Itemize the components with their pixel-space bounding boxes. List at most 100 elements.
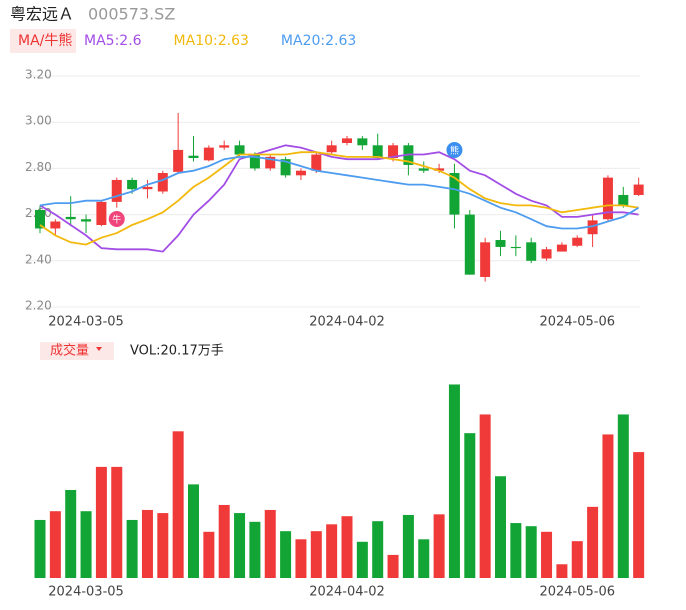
volume-bar: [126, 519, 138, 578]
x-tick-label: 2024-04-02: [309, 585, 385, 600]
volume-bar: [65, 489, 77, 578]
legend-entry: MA10:2.63: [174, 33, 249, 49]
volume-bar: [479, 414, 491, 578]
candle-body: [388, 145, 399, 159]
candle-body: [526, 242, 537, 261]
legend-entry: MA5:2.6: [84, 33, 142, 49]
volume-bar: [49, 511, 61, 578]
candle-body: [556, 244, 567, 252]
stock-name: 粤宏远Ａ: [10, 5, 74, 24]
volume-bar: [295, 539, 307, 578]
ma-line: [39, 144, 639, 253]
volume-bar: [402, 514, 414, 578]
volume-bar: [264, 509, 276, 578]
x-tick-label: 2024-03-05: [48, 315, 124, 330]
candle-body: [111, 179, 122, 202]
candle-body: [449, 173, 460, 215]
candle-body: [157, 173, 168, 192]
ma-line: [39, 151, 639, 246]
x-tick-label: 2024-04-02: [309, 315, 385, 330]
ma-tag-bg: [10, 29, 76, 53]
candle-body: [510, 246, 521, 249]
volume-bar: [495, 476, 506, 578]
volume-bar: [249, 521, 261, 578]
volume-bar: [141, 509, 153, 578]
candle-body: [280, 159, 291, 176]
volume-bar: [617, 414, 629, 578]
candle-body: [372, 145, 383, 159]
y-tick-label: 2.40: [25, 252, 52, 266]
volume-bar: [556, 564, 568, 578]
candle-body: [96, 201, 107, 225]
candle-body: [81, 219, 92, 222]
volume-bar: [203, 531, 215, 578]
volume-bar: [387, 554, 399, 578]
ma-tag[interactable]: MA/牛熊: [18, 33, 72, 49]
volume-bar: [310, 531, 322, 578]
candle-body: [249, 154, 260, 169]
x-tick-label: 2024-05-06: [539, 315, 615, 330]
signal-label: 牛: [112, 214, 121, 226]
vol-tag[interactable]: 成交量: [50, 343, 89, 359]
volume-bar: [326, 524, 338, 578]
volume-bar: [418, 539, 430, 578]
candle-body: [173, 149, 184, 172]
candle-body: [572, 237, 583, 246]
candle-body: [464, 214, 475, 275]
x-tick-label: 2024-05-06: [539, 585, 615, 600]
stock-code: 000573.SZ: [88, 5, 175, 24]
vol-tag-bg: [40, 342, 114, 360]
candle-body: [495, 240, 506, 247]
y-tick-label: 3.20: [25, 68, 52, 82]
volume-bar: [356, 541, 368, 578]
volume-bar: [341, 516, 353, 578]
vol-title: VOL:20.17万手: [130, 344, 224, 359]
volume-bar: [80, 511, 92, 578]
volume-bar: [95, 466, 107, 578]
signal-icon: [108, 211, 125, 227]
signal-icon: [446, 142, 463, 158]
x-tick-label: 2024-03-05: [48, 585, 124, 600]
candle-body: [618, 194, 629, 206]
volume-bar: [218, 504, 230, 578]
candle-body: [434, 168, 445, 171]
volume-bar: [172, 431, 184, 578]
candle-body: [311, 154, 322, 171]
y-tick-label: 2.80: [25, 160, 52, 174]
volume-bar: [587, 506, 599, 578]
volume-bar: [433, 514, 445, 578]
volume-bar: [633, 452, 645, 578]
candle-body: [35, 209, 45, 229]
candle-body: [418, 168, 429, 171]
volume-bar: [525, 526, 537, 578]
candle-body: [127, 179, 138, 190]
volume-bar: [464, 433, 476, 578]
y-tick-label: 2.20: [25, 299, 52, 313]
candle-body: [295, 170, 306, 176]
volume-bar: [234, 513, 246, 578]
volume-bar: [571, 541, 583, 578]
volume-bar: [448, 384, 460, 578]
volume-bar: [34, 519, 46, 578]
candle-body: [587, 220, 598, 235]
candle-body: [219, 145, 230, 148]
candle-body: [342, 138, 352, 143]
signal-label: 熊: [450, 145, 459, 157]
volume-bar: [111, 466, 123, 578]
volume-bar: [157, 513, 169, 578]
candle-body: [326, 145, 337, 153]
candle-body: [188, 155, 199, 159]
volume-bar: [541, 531, 553, 578]
candle-body: [50, 221, 61, 229]
candle-body: [265, 156, 276, 169]
volume-bar: [602, 434, 614, 578]
candle-body: [480, 242, 491, 277]
candle-body: [142, 186, 153, 190]
legend-entry: MA20:2.63: [281, 33, 356, 49]
candle-body: [203, 147, 214, 161]
ma-line: [39, 156, 640, 230]
candle-body: [65, 216, 76, 220]
y-tick-label: 3.00: [25, 114, 52, 128]
volume-bar: [280, 531, 292, 578]
